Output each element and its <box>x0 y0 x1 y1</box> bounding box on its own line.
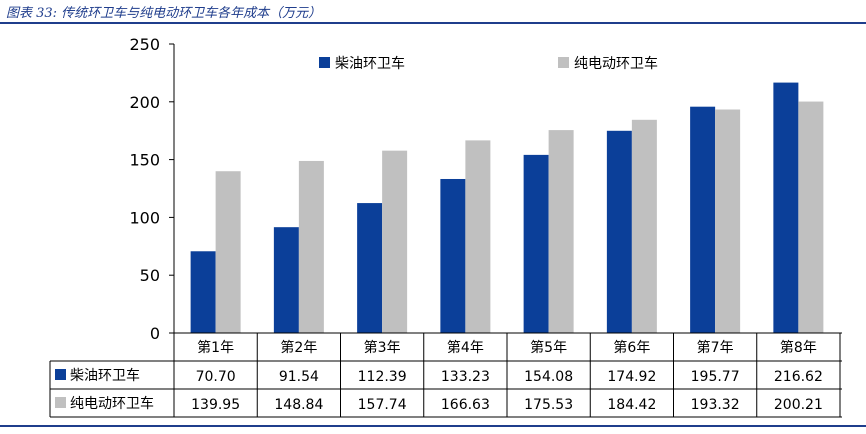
bar-diesel <box>440 178 466 333</box>
bar-electric <box>215 171 241 333</box>
bar-diesel <box>273 227 299 333</box>
bottom-rule <box>0 425 866 427</box>
bar-electric <box>798 101 824 333</box>
bar-diesel <box>357 203 383 333</box>
data-value-label: 133.23 <box>441 369 490 385</box>
data-value-label: 70.70 <box>196 369 236 385</box>
y-tick-label: 0 <box>150 324 160 343</box>
category-label: 第4年 <box>447 339 484 356</box>
y-tick-label: 250 <box>129 35 160 54</box>
bar-electric <box>465 140 491 333</box>
category-label: 第7年 <box>697 339 734 356</box>
legend-label: 纯电动环卫车 <box>574 55 658 72</box>
top-rule <box>0 22 866 24</box>
bar-electric <box>631 119 657 333</box>
category-label: 第6年 <box>613 339 650 356</box>
figure-caption: 图表 33: 传统环卫车与纯电动环卫车各年成本（万元） <box>6 6 322 21</box>
table-legend-swatch <box>55 397 66 408</box>
data-value-label: 184.42 <box>607 397 656 413</box>
data-value-label: 175.53 <box>524 397 573 413</box>
bar-diesel <box>606 130 632 333</box>
data-value-label: 91.54 <box>279 369 319 385</box>
table-series-name: 纯电动环卫车 <box>70 395 154 412</box>
data-value-label: 139.95 <box>191 397 240 413</box>
data-value-label: 154.08 <box>524 369 573 385</box>
bar-diesel <box>523 154 549 333</box>
bar-electric <box>715 109 741 333</box>
bar-electric <box>298 160 324 333</box>
bar-diesel <box>690 106 716 333</box>
data-value-label: 174.92 <box>607 369 656 385</box>
table-legend-swatch <box>55 369 66 380</box>
category-label: 第2年 <box>280 339 317 356</box>
bar-diesel <box>190 251 216 333</box>
data-value-label: 195.77 <box>691 369 740 385</box>
category-label: 第8年 <box>780 339 817 356</box>
y-tick-label: 150 <box>129 151 160 170</box>
table-series-name: 柴油环卫车 <box>70 367 140 384</box>
category-label: 第3年 <box>364 339 401 356</box>
y-tick-label: 50 <box>140 266 160 285</box>
data-value-label: 112.39 <box>358 369 407 385</box>
data-value-label: 200.21 <box>774 397 823 413</box>
legend-label: 柴油环卫车 <box>335 55 405 72</box>
y-tick-label: 200 <box>129 93 160 112</box>
data-value-label: 193.32 <box>691 397 740 413</box>
data-value-label: 216.62 <box>774 369 823 385</box>
bar-electric <box>382 150 408 333</box>
data-value-label: 157.74 <box>358 397 407 413</box>
category-label: 第1年 <box>197 339 234 356</box>
legend-swatch <box>558 57 569 68</box>
category-label: 第5年 <box>530 339 567 356</box>
data-value-label: 166.63 <box>441 397 490 413</box>
legend-swatch <box>319 57 330 68</box>
bar-electric <box>548 130 574 333</box>
bar-diesel <box>773 82 799 333</box>
data-value-label: 148.84 <box>274 397 323 413</box>
y-tick-label: 100 <box>129 208 160 227</box>
